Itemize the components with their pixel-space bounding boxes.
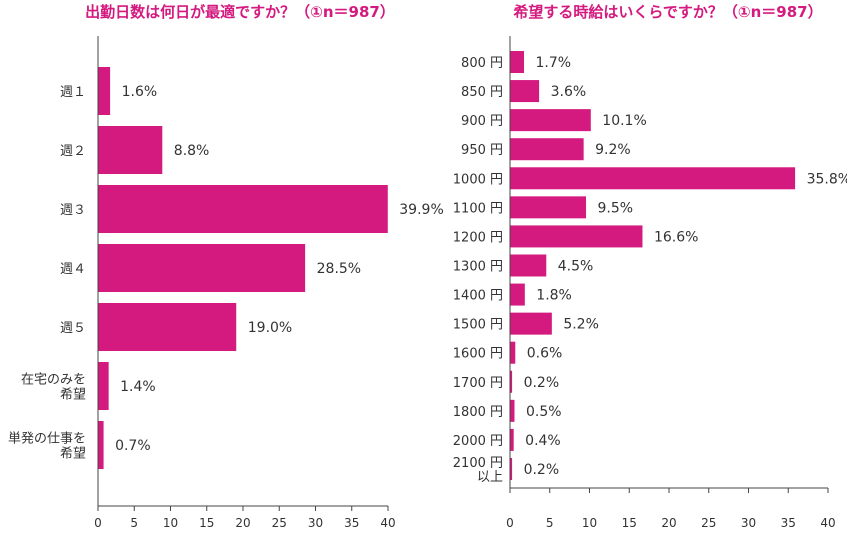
chart-2-value-label: 35.8% <box>807 171 847 187</box>
chart-1-category-label: 週３ <box>60 203 86 218</box>
chart-1-x-tick-label: 35 <box>344 516 359 530</box>
chart-2-bar <box>510 457 513 480</box>
chart-1-x-tick-label: 20 <box>235 516 250 530</box>
chart-1-category-label: 希望 <box>60 387 86 403</box>
chart-2-category-label: 800 円 <box>461 56 503 71</box>
chart-1-category-label: 週４ <box>60 262 86 277</box>
chart-2-category-label: 1700 円 <box>453 376 503 391</box>
chart-1-value-label: 1.6% <box>122 84 158 100</box>
chart-2-category-label: 1300 円 <box>453 259 503 274</box>
chart-1-category-label: 週１ <box>60 85 86 100</box>
chart-1-x-tick-label: 5 <box>130 516 138 530</box>
chart-1-value-label: 39.9% <box>399 202 443 218</box>
chart-1-x-tick-label: 10 <box>163 516 178 530</box>
chart-1-value-label: 0.7% <box>115 438 151 454</box>
chart-2-value-label: 10.1% <box>602 113 646 129</box>
chart-2-bar <box>510 341 516 364</box>
chart-2-category-label: 1000 円 <box>453 172 503 187</box>
chart-2-bar <box>510 138 584 161</box>
chart-1-x-tick-label: 0 <box>94 516 102 530</box>
chart-2-category-label: 1800 円 <box>453 405 503 420</box>
chart-1-category-label: 週５ <box>60 321 86 336</box>
chart-2-value-label: 0.2% <box>524 462 560 478</box>
chart-2-bar <box>510 254 547 277</box>
chart-2-x-tick-label: 15 <box>622 516 637 530</box>
chart-2-category-label: 1400 円 <box>453 289 503 304</box>
chart-2-category-label: 1100 円 <box>453 201 503 216</box>
chart-1-category-label: 単発の仕事を <box>8 431 86 447</box>
chart-2-category-label: 1200 円 <box>453 230 503 245</box>
chart-1-value-label: 8.8% <box>174 143 210 159</box>
chart-1-value-label: 28.5% <box>317 261 361 277</box>
chart-1-value-label: 19.0% <box>248 320 292 336</box>
chart-1-bar <box>98 67 111 115</box>
chart-2-bar <box>510 225 643 248</box>
chart-1-value-label: 1.4% <box>120 379 156 395</box>
chart-1-plot: 0 5 10 15 20 25 30 35 40 1.6% 週１ 8.8% 週２ 39.9% 週３ 28.5%… <box>8 36 444 530</box>
chart-1-category-label: 在宅のみを <box>21 373 86 388</box>
chart-2-bar <box>510 51 525 73</box>
chart-1-x-tick-label: 40 <box>380 516 395 530</box>
chart-2-bar <box>510 109 591 132</box>
chart-2-value-label: 0.4% <box>525 433 561 449</box>
chart-2-category-label: 1600 円 <box>453 347 503 362</box>
chart-1-x-tick-label: 30 <box>308 516 323 530</box>
chart-2-x-tick-label: 0 <box>506 516 514 530</box>
chart-2-value-label: 9.5% <box>598 200 634 216</box>
chart-1-bar <box>98 126 163 174</box>
chart-2-bar <box>510 428 514 451</box>
chart-2-x-tick-label: 40 <box>820 516 835 530</box>
chart-2-value-label: 3.6% <box>551 84 587 100</box>
chart-1-category-label: 希望 <box>60 446 86 462</box>
chart-2-x-tick-label: 25 <box>701 516 716 530</box>
chart-2-value-label: 5.2% <box>563 317 599 333</box>
chart-2-x-tick-label: 20 <box>661 516 676 530</box>
chart-2-category-label: 850 円 <box>461 85 503 100</box>
chart-2-value-label: 1.8% <box>536 288 572 304</box>
chart-2-x-tick-label: 5 <box>546 516 554 530</box>
chart-2-value-label: 0.6% <box>527 346 563 362</box>
chart-2-value-label: 16.6% <box>654 229 698 245</box>
chart-2-value-label: 4.5% <box>558 258 594 274</box>
chart-1-bar <box>98 421 104 469</box>
chart-2-value-label: 0.2% <box>524 375 560 391</box>
chart-2-x-tick-label: 35 <box>781 516 796 530</box>
chart-2-category-label: 900 円 <box>461 114 503 129</box>
chart-1-bar <box>98 185 388 233</box>
chart-2-category-label: 1500 円 <box>453 318 503 333</box>
chart-2-category-label: 2100 円 <box>453 456 503 471</box>
chart-2-category-label: 950 円 <box>461 143 503 158</box>
chart-2-bar <box>510 80 540 103</box>
chart-1-title: 出勤日数は何日が最適ですか？（①n＝987） <box>85 3 395 21</box>
chart-1-bar <box>98 362 109 410</box>
chart-1-bar <box>98 303 237 351</box>
chart-1-bar <box>98 244 306 292</box>
chart-2-value-label: 1.7% <box>536 55 572 71</box>
chart-1-x-tick-label: 25 <box>272 516 287 530</box>
chart-1-x-tick-label: 15 <box>199 516 214 530</box>
chart-2-bar <box>510 312 552 335</box>
chart-1-category-label: 週２ <box>60 144 86 159</box>
chart-2-bar <box>510 283 525 306</box>
chart-2-title: 希望する時給はいくらですか？（①n＝987） <box>513 3 822 21</box>
chart-2-value-label: 9.2% <box>595 142 631 158</box>
chart-2-bar <box>510 399 515 422</box>
chart-2-bar <box>510 167 796 190</box>
chart-2-x-tick-label: 10 <box>582 516 597 530</box>
chart-2-bar <box>510 196 587 219</box>
chart-2-x-tick-label: 30 <box>741 516 756 530</box>
chart-2-value-label: 0.5% <box>526 404 562 420</box>
chart-2-bar <box>510 370 513 393</box>
chart-2-category-label: 以上 <box>477 470 503 485</box>
chart-2-category-label: 2000 円 <box>453 434 503 449</box>
chart-2-plot: 0 5 10 15 20 25 30 35 40 1.7% 800 円 3.6% 850 円 10.1% 9… <box>453 36 847 530</box>
